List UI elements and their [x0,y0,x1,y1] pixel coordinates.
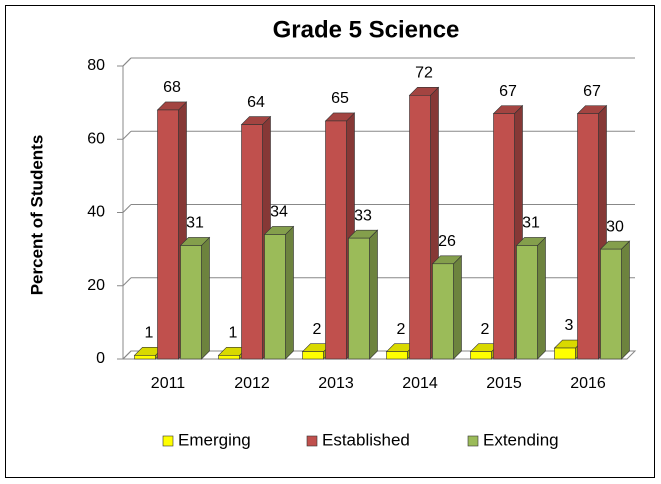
grid-line [122,277,132,287]
y-tick-label: 40 [87,204,105,221]
grid-line [122,130,132,140]
bar [386,351,408,360]
legend-label: Established [322,430,410,449]
bar [302,351,324,360]
bar [264,234,286,360]
x-tick-label: 2016 [570,375,606,392]
bar-side [369,229,378,360]
bar [409,95,431,360]
bar [157,109,179,360]
data-label: 67 [583,83,601,100]
x-tick-label: 2014 [402,375,438,392]
data-label: 31 [186,215,204,232]
bar-side [453,255,462,360]
bar [554,347,576,360]
bar [348,237,370,360]
chart-title: Grade 5 Science [273,16,460,43]
data-label: 33 [354,207,372,224]
data-label: 72 [415,65,433,82]
bar [516,245,538,360]
data-label: 2 [397,321,406,338]
x-tick-label: 2011 [151,375,186,392]
bar [577,113,599,360]
data-label: 2 [481,321,490,338]
y-tick-label: 20 [87,277,105,294]
y-tick-label: 60 [87,130,105,147]
legend-swatch [306,435,318,447]
data-label: 30 [606,218,624,235]
bar [470,351,492,360]
bar-side [285,225,294,360]
y-axis-label: Percent of Students [27,135,46,296]
legend-swatch [162,435,174,447]
bar [325,120,347,360]
bar [180,245,202,360]
legend-swatch [467,435,479,447]
bar [134,355,156,360]
x-tick-label: 2015 [486,375,522,392]
bar-side [201,236,210,360]
data-label: 26 [438,233,456,250]
data-label: 64 [247,94,265,111]
x-tick-label: 2013 [318,375,354,392]
x-tick-label: 2012 [234,375,270,392]
y-tick-label: 0 [96,350,105,367]
bar [600,248,622,360]
bar [218,355,240,360]
grid-line [122,350,132,360]
bar-side [537,236,546,360]
bar-side [621,240,630,360]
data-label: 67 [499,83,517,100]
grid-line [122,204,132,213]
data-label: 31 [522,215,540,232]
bar [432,263,454,360]
bar [241,124,263,360]
legend-label: Emerging [178,430,251,449]
grid-line [122,57,132,67]
data-label: 1 [145,325,154,342]
data-label: 68 [163,79,181,96]
y-tick-label: 80 [87,57,105,74]
legend-label: Extending [483,430,559,449]
bar [493,113,515,360]
data-label: 65 [331,90,349,107]
data-label: 2 [313,321,322,338]
data-label: 1 [229,325,238,342]
data-label: 34 [270,204,288,221]
data-label: 3 [565,317,574,334]
